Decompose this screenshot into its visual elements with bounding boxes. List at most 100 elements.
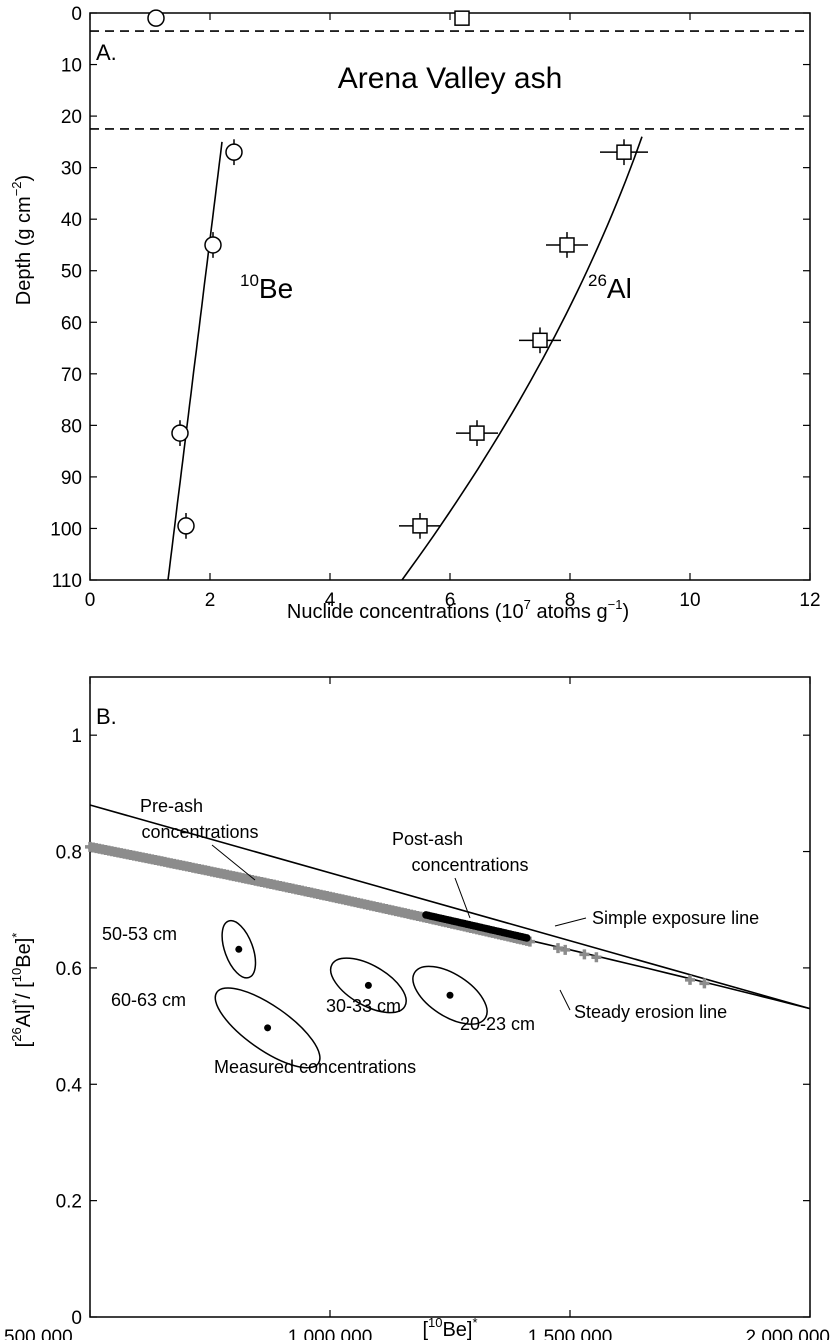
- be10-point: [225, 143, 243, 161]
- panel-a-ticks: 0 2 4 6 8 10 12 0 10 20 30 40 50 60 70 80 90 100 110: [50, 4, 820, 611]
- be10-point: [171, 424, 189, 442]
- panel-a-y-axis-label: Depth (g cm−2): [9, 175, 35, 305]
- panel-b-x-axis-label: [10Be]*: [422, 1315, 477, 1340]
- be10-point: [204, 236, 222, 254]
- simple-exposure-line: [89, 804, 811, 1010]
- ash-layer: [90, 30, 810, 130]
- post-ash-label-line1: Post-ash: [392, 829, 463, 849]
- pre-ash-label-line2: concentrations: [141, 822, 258, 842]
- pre-ash-point: [699, 978, 710, 989]
- be10-fit-curve: [167, 141, 223, 581]
- a-ylabel-post: ): [13, 175, 35, 182]
- measured-ellipse: [214, 987, 321, 1069]
- b-y-tick-label: 0.2: [56, 1192, 82, 1213]
- b-xlabel-pre: [: [422, 1319, 428, 1340]
- a-x-tick-label: 12: [799, 590, 820, 611]
- be10-series-label: 10Be: [240, 271, 293, 304]
- a-y-tick-label: 110: [52, 571, 82, 592]
- pre-ash-point: [579, 949, 590, 960]
- b-x-tick-label: 500,000: [4, 1327, 73, 1340]
- a-xlabel-sup1: 7: [524, 597, 531, 612]
- panel-a-x-axis-label: Nuclide concentrations (107 atoms g−1): [287, 597, 629, 623]
- panel-a-fit-curves: [167, 136, 643, 581]
- a-y-tick-label: 40: [61, 210, 82, 231]
- b-ylabel-s2: *: [9, 999, 24, 1004]
- simple-exposure-label: Simple exposure line: [592, 908, 759, 928]
- al26-point: [454, 10, 470, 26]
- b-y-tick-label: 1: [71, 726, 82, 747]
- panel-b-label: B.: [96, 704, 117, 729]
- annotation-leaders: [211, 844, 587, 1011]
- pre-ash-point: [685, 974, 695, 985]
- a-y-tick-label: 50: [61, 262, 82, 283]
- be10-point: [147, 9, 165, 27]
- panel-a-frame: [89, 12, 811, 581]
- pre-ash-points: [85, 841, 710, 989]
- measured-concentrations-label: Measured concentrations: [214, 1057, 416, 1077]
- a-y-tick-label: 70: [61, 365, 82, 386]
- a-xlabel-post: ): [622, 601, 629, 623]
- be10-label-sup: 10: [240, 271, 259, 290]
- a-x-tick-label: 10: [679, 590, 700, 611]
- b-ylabel-c: / [: [13, 982, 35, 999]
- measured-ellipse: [329, 957, 407, 1014]
- measured-point: [235, 945, 243, 953]
- al26-label-sup: 26: [588, 271, 607, 290]
- be10-point: [177, 517, 195, 535]
- measured-ellipses: [214, 919, 488, 1069]
- a-y-tick-label: 20: [61, 107, 82, 128]
- a-y-tick-label: 0: [71, 4, 82, 25]
- pre-ash-leader: [211, 844, 256, 881]
- b-y-tick-label: 0.4: [56, 1075, 83, 1096]
- a-x-tick-label: 2: [205, 590, 216, 611]
- sample-label-20-23: 20-23 cm: [460, 1014, 535, 1034]
- b-x-tick-label: 1,000,000: [288, 1327, 373, 1340]
- ash-layer-label: Arena Valley ash: [338, 62, 563, 95]
- al26-point: [469, 425, 485, 441]
- post-ash-points: [422, 911, 531, 942]
- al26-point: [559, 237, 575, 253]
- b-ylabel-s3: 10: [9, 968, 24, 982]
- a-xlabel-mid: atoms g: [531, 601, 608, 623]
- b-x-tick-label: 2,000,000: [745, 1327, 830, 1340]
- a-x-tick-label: 6: [445, 590, 456, 611]
- steady-erosion-label: Steady erosion line: [574, 1002, 727, 1022]
- be10-label-text: Be: [259, 273, 293, 304]
- b-xlabel-sup1: 10: [428, 1315, 442, 1330]
- measured-ellipse: [412, 965, 488, 1025]
- a-xlabel-pre: Nuclide concentrations (10: [287, 601, 524, 623]
- b-ylabel-d: Be]: [13, 938, 35, 968]
- b-y-tick-label: 0: [71, 1308, 82, 1329]
- a-y-tick-label: 100: [50, 519, 82, 540]
- sample-label-50-53: 50-53 cm: [102, 924, 177, 944]
- a-x-tick-label: 0: [85, 590, 96, 611]
- simple-exposure-leader: [554, 917, 587, 927]
- panel-a-points: [147, 9, 648, 539]
- al26-point: [412, 518, 428, 534]
- b-xlabel-mid: Be]: [442, 1319, 472, 1340]
- b-y-tick-label: 0.8: [56, 843, 82, 864]
- post-ash-leader: [454, 877, 471, 919]
- a-y-tick-label: 60: [61, 313, 82, 334]
- al26-fit-curve: [401, 136, 643, 581]
- a-x-tick-label: 8: [565, 590, 576, 611]
- measured-point: [264, 1024, 272, 1032]
- sample-label-60-63: 60-63 cm: [111, 990, 186, 1010]
- panel-b-y-axis-label: [26Al]*/ [10Be]*: [9, 933, 35, 1048]
- al26-point: [616, 144, 632, 160]
- post-ash-label-line2: concentrations: [411, 855, 528, 875]
- a-ylabel-pre: Depth (g cm: [13, 196, 35, 305]
- a-y-tick-label: 80: [61, 416, 82, 437]
- b-y-tick-label: 0.6: [56, 959, 82, 980]
- panel-b: 500,000 1,000,000 1,500,000 2,000,000 0 0.2 0.…: [4, 676, 830, 1340]
- al26-label-text: Al: [607, 273, 632, 304]
- al26-series-label: 26Al: [588, 271, 632, 304]
- b-ylabel-s4: *: [9, 933, 24, 938]
- panel-a: 0 2 4 6 8 10 12 0 10 20 30 40 50 60 70 80 90 100 110 A. Ar…: [9, 4, 821, 623]
- a-xlabel-sup2: −1: [608, 597, 623, 612]
- a-ylabel-sup: −2: [9, 181, 24, 196]
- b-ylabel-s1: 26: [9, 1027, 24, 1041]
- b-ylabel-a: [: [13, 1041, 35, 1047]
- panel-a-label: A.: [96, 40, 117, 65]
